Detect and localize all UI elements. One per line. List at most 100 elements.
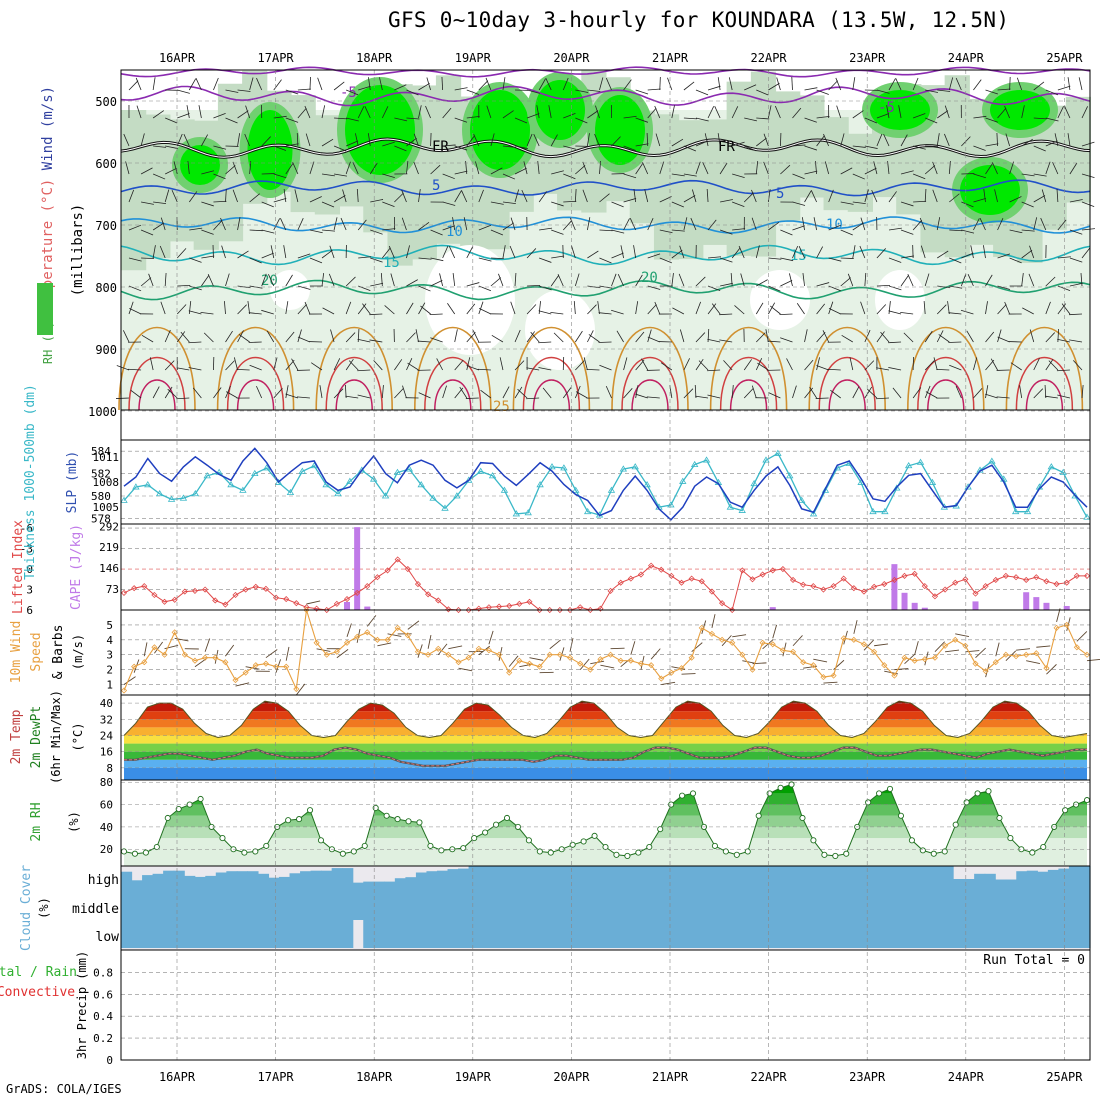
wind-barb	[1056, 189, 1059, 203]
thickness-marker	[251, 469, 259, 476]
wind-barb-10m	[448, 645, 463, 650]
wind-barb-10m	[874, 643, 889, 647]
wind-tick: 2	[106, 664, 113, 677]
wind-barb	[128, 80, 139, 91]
wind-barb	[695, 358, 704, 371]
cape-bar	[972, 601, 979, 610]
cloud-cover-bar	[816, 892, 828, 920]
thickness-marker	[524, 509, 532, 516]
temp-line	[123, 700, 1088, 739]
temperature-contour-warm	[719, 356, 778, 411]
wind-speed-marker	[820, 674, 827, 681]
thickness-marker	[1059, 468, 1067, 475]
wind-barb-10m	[579, 658, 590, 670]
wind-speed-marker	[698, 624, 705, 631]
wind-barb	[1045, 89, 1059, 96]
wind-barb-10m	[742, 660, 757, 664]
wind-barb	[128, 368, 142, 371]
temp-ylabel-line2: 2m DewPt	[29, 706, 44, 769]
wind-barb-10m	[1076, 631, 1088, 642]
wind-barb	[768, 257, 782, 260]
precip-legend-total: Total / Rain	[0, 965, 77, 980]
cloud-cover-bar	[847, 892, 859, 920]
wind-barb	[160, 301, 166, 315]
wind-speed-marker	[597, 656, 604, 663]
temp-tick: 32	[100, 713, 113, 726]
wind-barb	[439, 273, 444, 287]
cloud-cover-bar	[1079, 866, 1091, 892]
contour-label: 5	[432, 178, 440, 194]
cloud-cover-bar	[121, 892, 133, 920]
cloud-cover-bar	[468, 920, 480, 948]
wind-barb	[297, 285, 311, 290]
wind-barb	[667, 77, 673, 91]
wind-barb-10m	[346, 623, 352, 637]
cloud-cover-bar	[552, 892, 564, 920]
lifted-index-marker	[1023, 576, 1030, 584]
wind-barb	[671, 273, 674, 287]
wind-speed-line	[123, 609, 1088, 691]
wind-barb	[273, 388, 283, 399]
cloud-cover-bar	[479, 866, 491, 892]
wind-barb	[273, 173, 287, 179]
wind-barb	[900, 229, 914, 235]
date-label-top: 19APR	[455, 51, 492, 65]
temp-bands	[124, 701, 1087, 780]
wind-barb	[671, 173, 685, 177]
wind-barb	[756, 332, 766, 343]
wind-barb	[683, 173, 697, 177]
wind-barb	[973, 79, 982, 91]
wind-barb	[334, 173, 347, 177]
wind-speed-marker	[1033, 650, 1040, 657]
wind-barb	[261, 201, 274, 208]
wind-barb	[599, 229, 613, 232]
temperature-contour-warm	[424, 356, 482, 411]
lifted-index-marker	[293, 600, 300, 607]
wind-barb	[1029, 245, 1035, 259]
wind-speed-marker	[445, 651, 452, 658]
precip-tick: 0	[106, 1054, 113, 1067]
rh2m-ylabel: 2m RH	[29, 802, 44, 841]
wind-barb	[188, 191, 198, 203]
wind-barb-10m	[508, 655, 519, 667]
lifted-index-marker	[516, 600, 523, 607]
wind-barb	[345, 384, 347, 399]
wind-barb	[1022, 307, 1034, 315]
cape-bar	[354, 527, 361, 610]
cloud-cover-bar	[605, 892, 617, 920]
cloud-cover-bar	[763, 920, 775, 948]
cloud-cover-bar	[647, 866, 659, 892]
temperature-contour	[120, 279, 1091, 301]
wind-barb	[514, 189, 520, 203]
wind-barb	[1033, 358, 1040, 371]
thickness-marker	[227, 481, 235, 488]
cloud-cover-bar	[679, 892, 691, 920]
temperature-contour-warm	[828, 379, 866, 411]
wind-barb	[840, 167, 853, 175]
wind-speed-marker	[942, 642, 949, 649]
rh-marker	[438, 847, 445, 854]
wind-barb	[924, 330, 933, 343]
wind-barb	[472, 330, 480, 343]
wind-barb	[333, 388, 344, 399]
cloud-cover-bar	[1047, 920, 1060, 948]
wind-barb	[429, 313, 443, 316]
cloud-cover-bar	[436, 920, 449, 948]
cloud-cover-bar	[974, 892, 986, 920]
cloud-cover-bar	[510, 866, 522, 892]
thickness-marker	[1023, 507, 1032, 515]
wind-barb	[237, 133, 241, 147]
cloud-cover-bar	[468, 866, 480, 892]
wind-barb	[183, 134, 190, 147]
lifted-index-marker	[435, 597, 442, 604]
rh-marker	[613, 851, 620, 858]
wind-barb	[551, 170, 564, 175]
wind-barb	[418, 392, 431, 399]
slp-tick: 1005	[93, 501, 120, 514]
rh-marker	[427, 842, 434, 849]
wind-barb	[514, 360, 525, 371]
cloud-cover-bar	[689, 866, 701, 892]
thickness-marker	[358, 466, 366, 473]
thickness-marker	[120, 496, 128, 503]
cloud-cover-bar	[921, 920, 933, 948]
